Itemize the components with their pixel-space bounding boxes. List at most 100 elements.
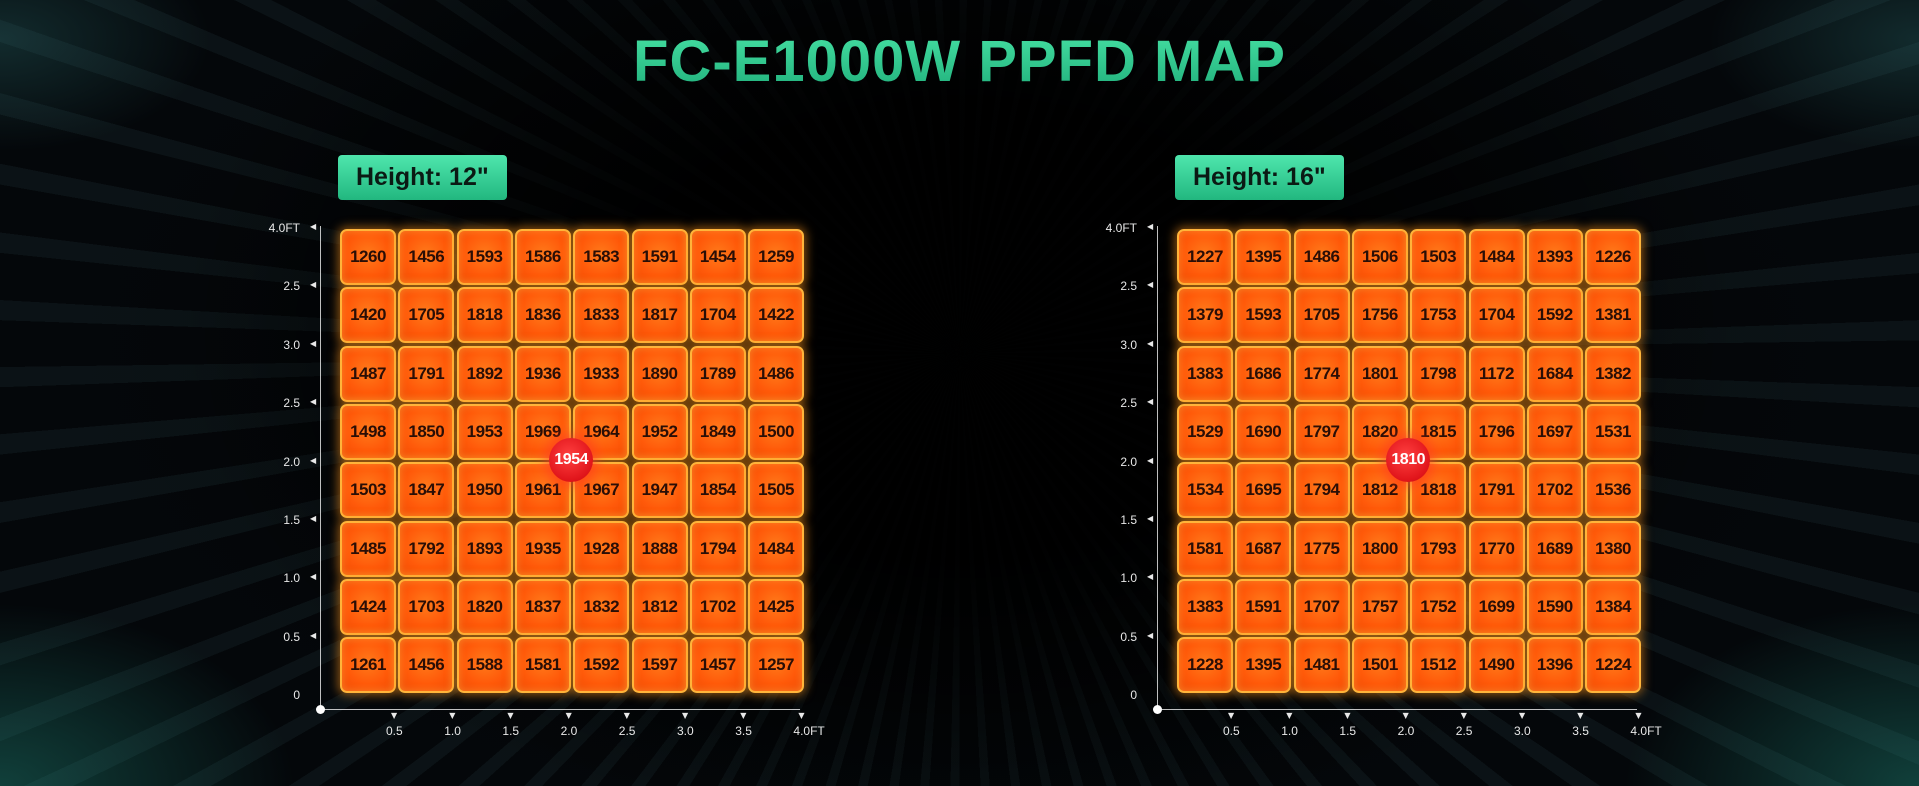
y-tick-label: 1.5 — [283, 513, 300, 527]
x-tick-arrow: ▼ — [1286, 711, 1293, 720]
x-tick-label: 0.5 — [386, 724, 403, 738]
y-tick-arrow: ◀ — [310, 455, 317, 465]
y-tick-arrow: ◀ — [1147, 280, 1154, 290]
ppfd-cell: 1928 — [573, 520, 630, 577]
ppfd-cell: 1454 — [689, 229, 746, 285]
y-tick-label: 4.0FT — [268, 221, 300, 235]
ppfd-cell: 1456 — [398, 637, 455, 694]
ppfd-cell: 1172 — [1468, 345, 1525, 402]
ppfd-cell: 1893 — [456, 520, 513, 577]
ppfd-cell: 1812 — [631, 578, 688, 635]
x-tick-label: 3.0 — [677, 724, 694, 738]
ppfd-cell: 1424 — [340, 578, 396, 635]
ppfd-cell: 1486 — [1293, 229, 1350, 285]
ppfd-cell: 1702 — [689, 578, 746, 635]
y-tick-arrow: ◀ — [1147, 630, 1154, 640]
y-tick-label: 0.5 — [283, 629, 300, 644]
ppfd-cell: 1512 — [1410, 637, 1467, 694]
y-tick-label: 0 — [1130, 688, 1137, 703]
ppfd-cell: 1226 — [1585, 229, 1642, 285]
x-tick-arrow: ▼ — [565, 711, 572, 720]
ppfd-cell: 1699 — [1468, 578, 1525, 635]
y-tick-arrow: ◀ — [310, 280, 317, 290]
ppfd-cell: 1791 — [1468, 462, 1525, 519]
x-tick-label: 1.5 — [502, 724, 520, 738]
x-tick-label: 3.5 — [735, 724, 752, 738]
ppfd-cell: 1686 — [1235, 345, 1292, 402]
ppfd-cell: 1593 — [456, 229, 513, 285]
ppfd-cell: 1534 — [1177, 462, 1233, 519]
ppfd-cell: 1697 — [1526, 403, 1583, 460]
y-tick-label: 1.0 — [283, 571, 300, 586]
ppfd-cell: 1380 — [1585, 520, 1642, 577]
x-tick-label: 0.5 — [1223, 724, 1240, 738]
ppfd-cell: 1490 — [1468, 637, 1525, 694]
ppfd-cell: 1396 — [1526, 637, 1583, 694]
ppfd-cell: 1687 — [1235, 520, 1292, 577]
ppfd-cell: 1260 — [340, 229, 396, 285]
ppfd-cell: 1836 — [514, 287, 571, 344]
ppfd-cell: 1794 — [689, 520, 746, 577]
ppfd-cell: 1947 — [631, 462, 688, 519]
y-tick-arrow: ◀ — [1147, 222, 1154, 231]
ppfd-cell: 1227 — [1177, 229, 1233, 285]
y-tick-label: 2.5 — [283, 279, 300, 294]
x-tick-label: 1.5 — [1339, 724, 1357, 738]
ppfd-cell: 1892 — [456, 345, 513, 402]
ppfd-cell: 1395 — [1235, 637, 1292, 694]
ppfd-cell: 1952 — [631, 403, 688, 460]
ppfd-cell: 1379 — [1177, 287, 1233, 344]
ppfd-cell: 1487 — [340, 345, 396, 402]
x-tick-label: 2.5 — [1455, 724, 1473, 738]
x-tick-label: 4.0FT — [1630, 724, 1662, 738]
ppfd-cell: 1383 — [1177, 578, 1233, 635]
ppfd-cell: 1395 — [1235, 229, 1292, 285]
ppfd-cell: 1485 — [340, 520, 396, 577]
ppfd-cell: 1704 — [1468, 287, 1525, 344]
y-tick-label: 1.5 — [1120, 513, 1137, 527]
x-tick-arrow: ▼ — [1460, 711, 1467, 720]
x-tick-arrow: ▼ — [1577, 711, 1584, 720]
y-tick-label: 2.0 — [1120, 454, 1137, 469]
y-tick-arrow: ◀ — [310, 397, 317, 407]
ppfd-cell: 1705 — [1293, 287, 1350, 344]
ppfd-cell: 1381 — [1585, 287, 1642, 344]
ppfd-cell: 1953 — [456, 403, 513, 460]
ppfd-cell: 1936 — [514, 345, 571, 402]
ppfd-cell: 1501 — [1351, 637, 1408, 694]
ppfd-cell: 1793 — [1410, 520, 1467, 577]
y-tick-label: 0.5 — [1120, 629, 1137, 644]
center-value-marker: 1810 — [1386, 438, 1431, 483]
x-tick-arrow: ▼ — [1635, 711, 1642, 720]
y-tick-arrow: ◀ — [310, 630, 317, 640]
x-tick-arrow: ▼ — [1519, 711, 1526, 720]
ppfd-cell: 1690 — [1235, 403, 1292, 460]
ppfd-cell: 1791 — [398, 345, 455, 402]
ppfd-cell: 1794 — [1293, 462, 1350, 519]
ppfd-cell: 1752 — [1410, 578, 1467, 635]
ppfd-map-panel-12in: Height: 12" 4.0FT ◀ 2.5 ◀ 3.0 ◀ 2.5 ◀ 2.0 ◀ 1.5 ◀ 1.… — [0, 0, 825, 786]
ppfd-cell: 1383 — [1177, 345, 1233, 402]
ppfd-cell: 1588 — [456, 637, 513, 694]
ppfd-cell: 1707 — [1293, 578, 1350, 635]
ppfd-cell: 1420 — [340, 287, 396, 344]
ppfd-cell: 1593 — [1235, 287, 1292, 344]
ppfd-cell: 1704 — [689, 287, 746, 344]
ppfd-cell: 1503 — [1410, 229, 1467, 285]
ppfd-cell: 1854 — [689, 462, 746, 519]
ppfd-cell: 1935 — [514, 520, 571, 577]
ppfd-cell: 1506 — [1351, 229, 1408, 285]
ppfd-cell: 1800 — [1351, 520, 1408, 577]
height-badge: Height: 16" — [1175, 155, 1344, 200]
ppfd-cell: 1425 — [748, 578, 805, 635]
x-tick-label: 2.0 — [1397, 724, 1415, 738]
y-tick-arrow: ◀ — [1147, 514, 1154, 523]
y-tick-label: 1.0 — [1120, 571, 1137, 586]
ppfd-cell: 1774 — [1293, 345, 1350, 402]
x-tick-arrow: ▼ — [507, 711, 514, 720]
ppfd-cell: 1536 — [1585, 462, 1642, 519]
y-tick-label: 4.0FT — [1105, 221, 1137, 235]
y-tick-label: 3.0 — [1120, 337, 1137, 352]
x-axis-line — [1157, 709, 1637, 710]
y-tick-label: 2.0 — [283, 454, 300, 469]
